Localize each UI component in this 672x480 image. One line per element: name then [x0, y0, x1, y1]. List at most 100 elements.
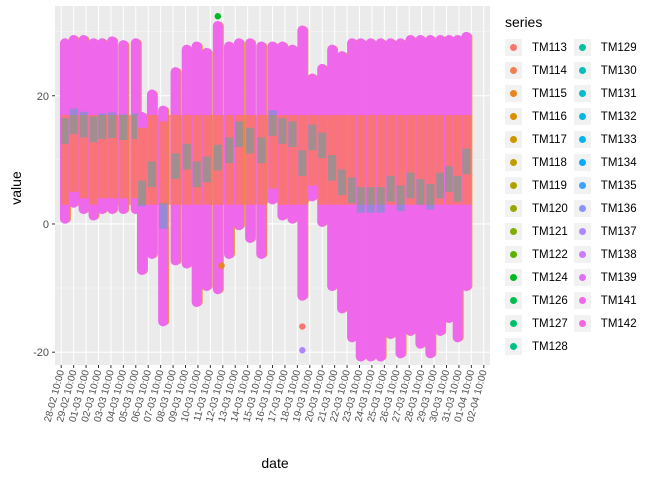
- legend-key: [505, 223, 522, 240]
- legend-label: TM114: [532, 64, 567, 77]
- legend-dot: [510, 205, 517, 212]
- legend-dot: [510, 44, 517, 51]
- band-teal-20: [268, 110, 277, 136]
- band-teal-2: [79, 111, 88, 138]
- legend-item-tm116: TM116: [505, 105, 568, 128]
- band-teal-10: [159, 203, 168, 229]
- legend-item-tm133: TM133: [573, 128, 637, 151]
- band-teal-34: [406, 172, 415, 199]
- band-coral-28: [348, 114, 358, 205]
- legend-dot: [510, 136, 517, 143]
- band-coral-24: [308, 114, 318, 186]
- band-teal-4: [98, 113, 107, 140]
- legend-label: TM127: [532, 317, 568, 330]
- band-coral-3: [89, 114, 99, 205]
- legend-dot: [510, 182, 517, 189]
- band-coral-7: [131, 114, 141, 199]
- y-tick-label: 0: [43, 219, 49, 231]
- band-coral-6: [119, 114, 129, 199]
- legend-item-tm120: TM120: [505, 197, 568, 220]
- legend-key: [505, 292, 522, 309]
- band-coral-25: [318, 114, 328, 205]
- band-coral-30: [366, 114, 376, 205]
- legend-label: TM115: [532, 87, 567, 100]
- legend-dot: [578, 251, 586, 258]
- legend-label: TM124: [532, 271, 568, 284]
- legend-key: [573, 85, 591, 102]
- band-coral-20: [268, 114, 278, 189]
- legend-label: TM119: [532, 179, 567, 192]
- legend-dot: [510, 274, 517, 281]
- band-teal-37: [436, 172, 445, 199]
- legend-item-tm135: TM135: [573, 174, 637, 197]
- band-teal-13: [192, 161, 201, 188]
- band-teal-31: [376, 187, 385, 213]
- band-coral-5: [108, 114, 118, 199]
- legend-key: [505, 108, 522, 125]
- outlier-points: [214, 13, 306, 354]
- legend-dot: [578, 228, 586, 235]
- band-coral-32: [386, 114, 396, 205]
- legend-key: [505, 315, 522, 332]
- legend-item-tm117: TM117: [505, 128, 568, 151]
- legend-item-tm128: TM128: [505, 335, 568, 358]
- legend-key: [505, 338, 522, 355]
- band-teal-21: [278, 118, 287, 144]
- legend-dot: [578, 90, 586, 97]
- outlier-point-1: [299, 347, 306, 354]
- legend-label: TM113: [532, 41, 567, 54]
- legend-key: [573, 39, 591, 56]
- band-teal-32: [386, 175, 395, 202]
- band-coral-4: [98, 114, 108, 199]
- legend-title: series: [505, 14, 543, 30]
- legend-key: [573, 131, 591, 148]
- band-coral-37: [436, 114, 446, 205]
- legend-dot: [510, 297, 517, 304]
- legend-item-tm139: TM139: [573, 266, 637, 289]
- legend-label: TM121: [532, 225, 568, 238]
- band-coral-40: [462, 114, 472, 205]
- legend-key: [505, 200, 522, 217]
- y-axis-title: value: [8, 171, 24, 205]
- legend-item-tm134: TM134: [573, 151, 637, 174]
- legend-label: TM138: [600, 248, 637, 261]
- legend-item-tm124: TM124: [505, 266, 568, 289]
- legend: series TM113 TM114 TM115 TM116 TM117 TM118 TM1…: [505, 14, 637, 358]
- legend-key: [505, 246, 522, 263]
- legend-label: TM137: [600, 225, 637, 238]
- band-coral-36: [426, 114, 436, 205]
- legend-key: [505, 62, 522, 79]
- legend-key: [573, 108, 591, 125]
- band-teal-19: [257, 137, 266, 164]
- band-coral-27: [338, 114, 348, 205]
- band-coral-17: [234, 114, 244, 205]
- band-coral-29: [356, 114, 366, 205]
- band-coral-22: [288, 114, 298, 205]
- legend-key: [505, 269, 522, 286]
- band-teal-18: [246, 127, 255, 154]
- legend-item-tm122: TM122: [505, 243, 568, 266]
- band-teal-9: [147, 161, 156, 188]
- legend-dot: [578, 44, 586, 51]
- legend-label: TM142: [600, 317, 637, 330]
- legend-item-tm113: TM113: [505, 36, 568, 59]
- legend-label: TM132: [600, 110, 637, 123]
- legend-label: TM118: [532, 156, 567, 169]
- legend-key: [573, 315, 591, 332]
- legend-key: [505, 39, 522, 56]
- legend-column-2: TM129 TM130 TM131 TM132 TM133 TM134 TM135 TM136…: [573, 36, 637, 358]
- legend-label: TM131: [600, 87, 637, 100]
- band-coral-11: [171, 114, 181, 205]
- legend-item-tm121: TM121: [505, 220, 568, 243]
- legend-dot: [578, 274, 586, 281]
- band-coral-15: [213, 114, 223, 205]
- band-teal-22: [288, 121, 297, 148]
- band-teal-38: [444, 166, 453, 192]
- band-coral-26: [328, 114, 338, 205]
- legend-key: [505, 154, 522, 171]
- band-teal-6: [119, 114, 128, 140]
- legend-dot: [578, 297, 586, 304]
- legend-item-tm115: TM115: [505, 82, 568, 105]
